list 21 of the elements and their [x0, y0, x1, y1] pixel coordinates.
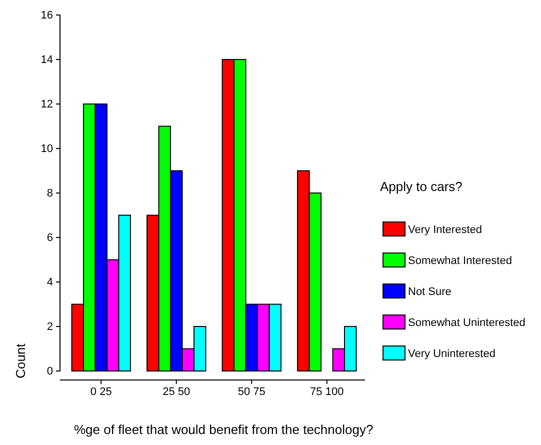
y-tick-label: 8 [46, 188, 53, 200]
x-tick-label: 50 75 [238, 386, 266, 398]
y-tick-label: 2 [46, 321, 53, 334]
y-tick-label: 10 [40, 143, 53, 156]
legend-label: Very Uninterested [408, 348, 496, 360]
y-tick-label: 0 [46, 366, 53, 378]
y-tick-label: 6 [46, 232, 53, 244]
x-tick-label: 25 50 [162, 386, 190, 398]
y-tick-label: 4 [46, 276, 53, 289]
y-tick-label: 14 [40, 54, 53, 66]
y-axis-title: Count [13, 343, 28, 378]
x-tick-label: 0 25 [90, 386, 112, 398]
x-axis-title: %ge of fleet that would benefit from the technology? [74, 422, 374, 437]
legend-label: Very Interested [408, 224, 482, 236]
legend-label: Somewhat Uninterested [408, 317, 526, 329]
y-tick-label: 16 [40, 10, 53, 22]
legend-title: Apply to cars? [380, 179, 462, 194]
x-tick-label: 75 100 [310, 386, 344, 398]
legend-label: Somewhat Interested [408, 255, 512, 267]
legend-label: Not Sure [408, 286, 452, 298]
y-tick-label: 12 [40, 98, 53, 111]
